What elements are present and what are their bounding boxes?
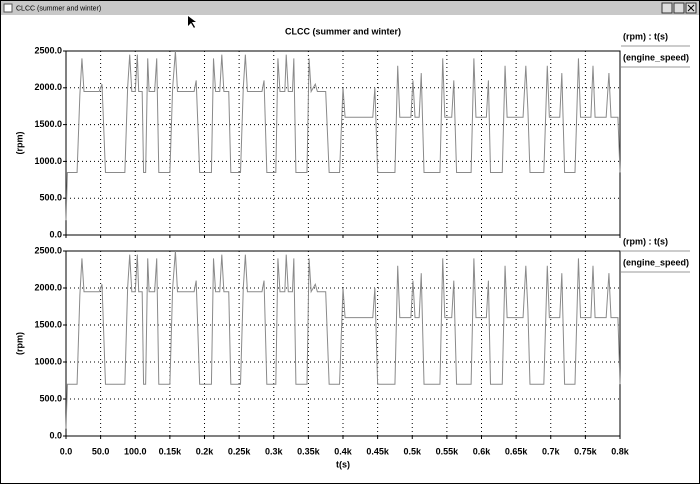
y-tick-label: 2500.0 bbox=[34, 45, 62, 55]
y-axis-label: (rpm) bbox=[14, 132, 24, 155]
legend-title: (rpm) : t(s) bbox=[623, 31, 668, 41]
x-tick-label: 0.7k bbox=[542, 446, 561, 456]
y-tick-label: 1000.0 bbox=[34, 356, 62, 366]
x-tick-label: 0.6k bbox=[473, 446, 492, 456]
x-tick-label: 0.8k bbox=[611, 446, 630, 456]
x-tick-label: 0.2k bbox=[196, 446, 215, 456]
window-title: CLCC (summer and winter) bbox=[16, 5, 101, 12]
x-tick-label: 0.3k bbox=[265, 446, 284, 456]
y-tick-label: 500.0 bbox=[39, 393, 62, 403]
x-tick-label: 0.55k bbox=[436, 446, 460, 456]
series-line bbox=[65, 50, 621, 221]
x-tick-label: 100.0 bbox=[124, 446, 147, 456]
x-tick-label: 0.5k bbox=[403, 446, 422, 456]
minimize-button[interactable] bbox=[661, 2, 673, 14]
y-tick-label: 2500.0 bbox=[34, 245, 62, 255]
x-tick-label: 0.4k bbox=[334, 446, 353, 456]
y-tick-label: 0.0 bbox=[49, 229, 62, 239]
y-tick-label: 2000.0 bbox=[34, 282, 62, 292]
series-line bbox=[65, 250, 621, 429]
y-tick-label: 1500.0 bbox=[34, 319, 62, 329]
x-tick-label: 0.25k bbox=[228, 446, 252, 456]
window-icon bbox=[3, 3, 13, 13]
x-tick-label: 0.75k bbox=[574, 446, 598, 456]
legend-title: (rpm) : t(s) bbox=[623, 236, 668, 246]
x-tick-label: 0.45k bbox=[366, 446, 390, 456]
x-tick-label: 0.35k bbox=[297, 446, 321, 456]
chart-title: CLCC (summer and winter) bbox=[285, 26, 401, 36]
y-tick-label: 500.0 bbox=[39, 193, 62, 203]
x-tick-label: 0.65k bbox=[505, 446, 529, 456]
mouse-cursor bbox=[188, 16, 196, 28]
y-tick-label: 1500.0 bbox=[34, 119, 62, 129]
x-tick-label: 0.15k bbox=[159, 446, 183, 456]
y-tick-label: 2000.0 bbox=[34, 82, 62, 92]
x-axis-label: t(s) bbox=[336, 459, 350, 469]
y-tick-label: 1000.0 bbox=[34, 156, 62, 166]
maximize-button[interactable] bbox=[673, 2, 685, 14]
legend-entry: (engine_speed) bbox=[623, 52, 689, 62]
close-icon bbox=[687, 4, 695, 12]
y-tick-label: 0.0 bbox=[49, 430, 62, 440]
x-tick-label: 0.0 bbox=[60, 446, 73, 456]
y-axis-label: (rpm) bbox=[14, 332, 24, 355]
window-buttons[interactable] bbox=[661, 2, 697, 14]
legend-entry: (engine_speed) bbox=[623, 257, 689, 267]
title-bar bbox=[1, 1, 699, 15]
x-tick-label: 50.0 bbox=[92, 446, 110, 456]
